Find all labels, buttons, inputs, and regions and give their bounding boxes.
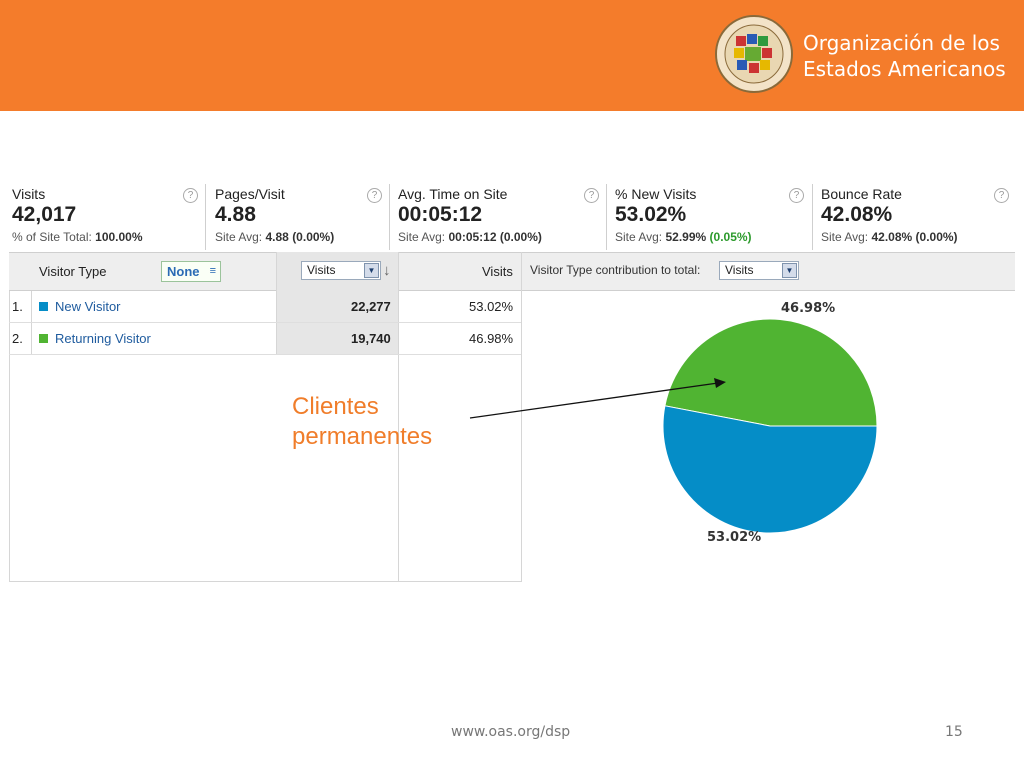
column-header-visitor-type[interactable]: Visitor Type [39,264,107,279]
visits-percent: 53.02% [469,299,514,314]
pie-slice-label: 53.02% [707,530,761,545]
metric-divider [389,184,390,250]
metric-label: Visits [12,186,46,202]
help-icon[interactable]: ? [994,188,1009,203]
org-name: Organización de los Estados Americanos [803,30,1006,82]
contribution-select[interactable]: Visits ▼ [719,261,799,280]
visits-count: 22,277 [351,299,391,314]
metric-select-value: Visits [307,263,336,277]
help-icon[interactable]: ? [367,188,382,203]
pie-slice [662,405,878,534]
contribution-label: Visitor Type contribution to total: [530,263,701,277]
metric-divider [812,184,813,250]
metric-new-visits: % New Visits ? 53.02% Site Avg: 52.99% (… [612,180,810,252]
metric-subtext: Site Avg: 42.08% (0.00%) [821,230,958,244]
metric-value: 53.02% [615,203,687,226]
row-divider [9,322,521,323]
help-icon[interactable]: ? [584,188,599,203]
metric-subtext: % of Site Total: 100.00% [12,230,143,244]
column-divider [521,252,522,582]
help-icon[interactable]: ? [183,188,198,203]
series-color-swatch [39,302,48,311]
sort-descending-icon[interactable]: ↓ [383,262,391,279]
row-divider [9,354,521,355]
metric-bounce-rate: Bounce Rate ? 42.08% Site Avg: 42.08% (0… [818,180,1016,252]
visits-percent: 46.98% [469,331,514,346]
row-index: 1. [12,299,23,314]
annotation-line2: permanentes [292,423,433,450]
metric-value: 00:05:12 [398,203,483,226]
page-number: 15 [945,724,963,740]
column-header-visits-percent[interactable]: Visits [482,264,513,279]
secondary-dimension-select[interactable]: None ≡ [161,261,221,282]
pie-slice-label: 46.98% [781,301,835,316]
column-divider [31,291,32,355]
metric-label: Avg. Time on Site [398,186,508,202]
arrowhead-icon [714,378,726,388]
metric-value: 42.08% [821,203,893,226]
metric-label: Bounce Rate [821,186,902,202]
column-divider [398,252,399,582]
visitor-type-link[interactable]: Returning Visitor [55,331,151,346]
metric-pages-per-visit: Pages/Visit ? 4.88 Site Avg: 4.88 (0.00%… [212,180,388,252]
metric-label: Pages/Visit [215,186,285,202]
metric-subtext: Site Avg: 00:05:12 (0.00%) [398,230,542,244]
row-index: 2. [12,331,23,346]
org-name-line2: Estados Americanos [803,57,1006,81]
table-border-left [9,291,10,582]
help-icon[interactable]: ? [789,188,804,203]
metric-label: % New Visits [615,186,697,202]
footer-url: www.oas.org/dsp [451,724,571,740]
contribution-select-value: Visits [725,263,754,277]
chevron-down-icon: ▼ [782,263,797,278]
annotation-text: Clientes permanentes [292,392,432,452]
metric-divider [606,184,607,250]
header-banner [0,0,1024,111]
table-border-bottom [9,581,521,582]
pie-slice [664,318,878,427]
oas-seal-logo [715,15,793,93]
column-divider [276,252,277,355]
metric-subtext: Site Avg: 52.99% (0.05%) [615,230,752,244]
annotation-arrow [469,382,719,419]
org-name-line1: Organización de los [803,31,1000,55]
metric-subtext: Site Avg: 4.88 (0.00%) [215,230,335,244]
visits-count: 19,740 [351,331,391,346]
metric-visits: Visits ? 42,017 % of Site Total: 100.00% [9,180,205,252]
metric-value: 4.88 [215,203,256,226]
metric-value: 42,017 [12,203,77,226]
metric-avg-time-on-site: Avg. Time on Site ? 00:05:12 Site Avg: 0… [395,180,605,252]
series-color-swatch [39,334,48,343]
annotation-line1: Clientes [292,393,379,420]
secondary-dimension-value: None [167,264,200,279]
metric-divider [205,184,206,250]
double-chevron-down-icon: ≡ [209,265,216,277]
metric-select[interactable]: Visits ▼ [301,261,381,280]
chevron-down-icon: ▼ [364,263,379,278]
visitor-type-link[interactable]: New Visitor [55,299,121,314]
